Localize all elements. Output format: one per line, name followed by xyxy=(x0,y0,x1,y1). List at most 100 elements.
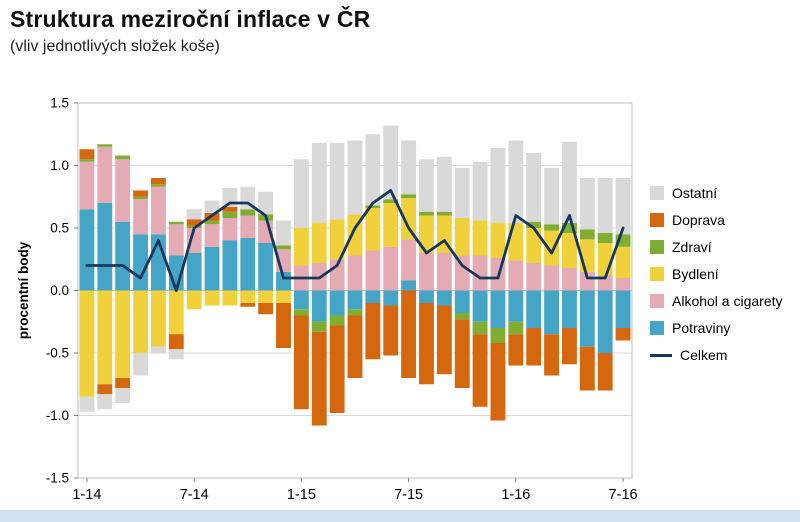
bar-segment xyxy=(365,208,381,251)
legend-swatch-bydlen xyxy=(650,267,664,281)
bar-segment xyxy=(311,321,327,332)
bar-segment xyxy=(276,245,291,250)
x-tick-label: 7-16 xyxy=(609,487,638,503)
bar-segment xyxy=(186,209,202,220)
y-tick-label: -0.5 xyxy=(46,346,69,361)
bar-segment xyxy=(544,290,560,335)
bar-segment xyxy=(562,290,577,328)
bar-segment xyxy=(490,290,506,328)
bar-segment xyxy=(79,161,95,210)
bar-segment xyxy=(419,253,434,291)
bar-segment xyxy=(186,228,202,253)
bar-segment xyxy=(401,280,417,291)
bar-segment xyxy=(383,199,399,203)
bar-segment xyxy=(79,396,95,412)
bar-segment xyxy=(454,218,470,256)
chart-subtitle: (vliv jednotlivých složek koše) xyxy=(10,38,220,55)
bar-segment xyxy=(419,215,434,253)
bar-segment xyxy=(97,144,113,147)
bar-segment xyxy=(240,238,256,291)
bar-segment xyxy=(168,349,184,360)
bar-segment xyxy=(186,290,202,310)
bar-segment xyxy=(329,143,345,220)
x-tick-label: 7-14 xyxy=(180,487,209,503)
bar-segment xyxy=(168,224,184,256)
bar-segment xyxy=(168,334,184,350)
bar-segment xyxy=(383,305,399,356)
bar-segment xyxy=(526,228,542,263)
bar-segment xyxy=(526,263,542,291)
bar-segment xyxy=(436,290,452,306)
bar-segment xyxy=(186,253,202,291)
bar-segment xyxy=(150,290,166,347)
bar-segment xyxy=(490,343,506,421)
y-tick-label: 0.5 xyxy=(50,221,69,236)
bar-segment xyxy=(347,309,363,316)
bar-segment xyxy=(436,156,452,212)
bar-segment xyxy=(240,303,256,307)
legend-item-potraviny: Potraviny xyxy=(650,319,783,337)
bar-segment xyxy=(579,290,595,347)
bar-segment xyxy=(562,328,577,365)
bar-segment xyxy=(133,290,148,353)
bar-segment xyxy=(293,315,309,410)
bar-segment xyxy=(115,159,131,222)
y-tick-label: 1.5 xyxy=(50,96,69,111)
bar-segment xyxy=(490,148,506,223)
bar-segment xyxy=(222,290,238,306)
bar-segment xyxy=(597,233,613,243)
legend-label: Bydlení xyxy=(672,266,719,282)
bar-segment xyxy=(454,313,470,320)
chart-title: Struktura meziroční inflace v ČR xyxy=(10,6,371,32)
bar-segment xyxy=(115,290,131,378)
bar-segment xyxy=(615,278,631,291)
x-tick-label: 1-14 xyxy=(72,487,101,503)
bar-segment xyxy=(79,290,95,397)
bar-segment xyxy=(419,303,434,385)
bar-segment xyxy=(597,178,613,233)
bar-segment xyxy=(508,321,524,335)
y-tick-label: -1.5 xyxy=(46,471,69,486)
bar-segment xyxy=(419,159,434,212)
x-axis: 1-14 7-14 1-15 7-15 1-16 7-16 xyxy=(72,478,638,503)
legend-swatch-zdrav xyxy=(650,240,664,254)
bar-segment xyxy=(544,168,560,225)
bar-segment xyxy=(544,224,560,231)
bar-segment xyxy=(133,199,148,235)
bar-segment xyxy=(615,246,631,278)
bar-segment xyxy=(97,290,113,385)
bar-segment xyxy=(454,255,470,291)
bar-segment xyxy=(258,303,274,315)
bar-segment xyxy=(347,140,363,215)
chart-legend: Ostatní Doprava Zdraví Bydlení Alkohol a cig… xyxy=(650,184,783,364)
bar-segment xyxy=(293,228,309,266)
legend-swatch-potraviny xyxy=(650,321,664,335)
bar-segment xyxy=(204,200,220,213)
bar-segment xyxy=(544,334,560,376)
bar-segment xyxy=(222,240,238,291)
legend-item-zdrav: Zdraví xyxy=(650,238,783,256)
legend-item-ostatn: Ostatní xyxy=(650,184,783,202)
bar-segment xyxy=(383,125,399,200)
legend-item-bydlen: Bydlení xyxy=(650,265,783,283)
bar-segment xyxy=(597,353,613,391)
bar-segment xyxy=(365,290,381,303)
bar-segment xyxy=(79,159,95,162)
bar-segment xyxy=(168,221,184,225)
bar-segment xyxy=(401,198,417,240)
bar-segment xyxy=(79,209,95,291)
bar-segment xyxy=(365,205,381,208)
bar-segment xyxy=(240,290,256,303)
bar-segment xyxy=(579,346,595,391)
bar-segment xyxy=(150,178,166,185)
bar-segment xyxy=(79,149,95,160)
bar-segment xyxy=(597,290,613,353)
celkem-line xyxy=(85,189,625,292)
bar-segment xyxy=(329,219,345,260)
bar-segment xyxy=(562,268,577,291)
bar-segment xyxy=(204,220,220,225)
bar-segment xyxy=(329,315,345,326)
bar-segment xyxy=(276,220,291,246)
legend-line-swatch xyxy=(650,353,672,357)
